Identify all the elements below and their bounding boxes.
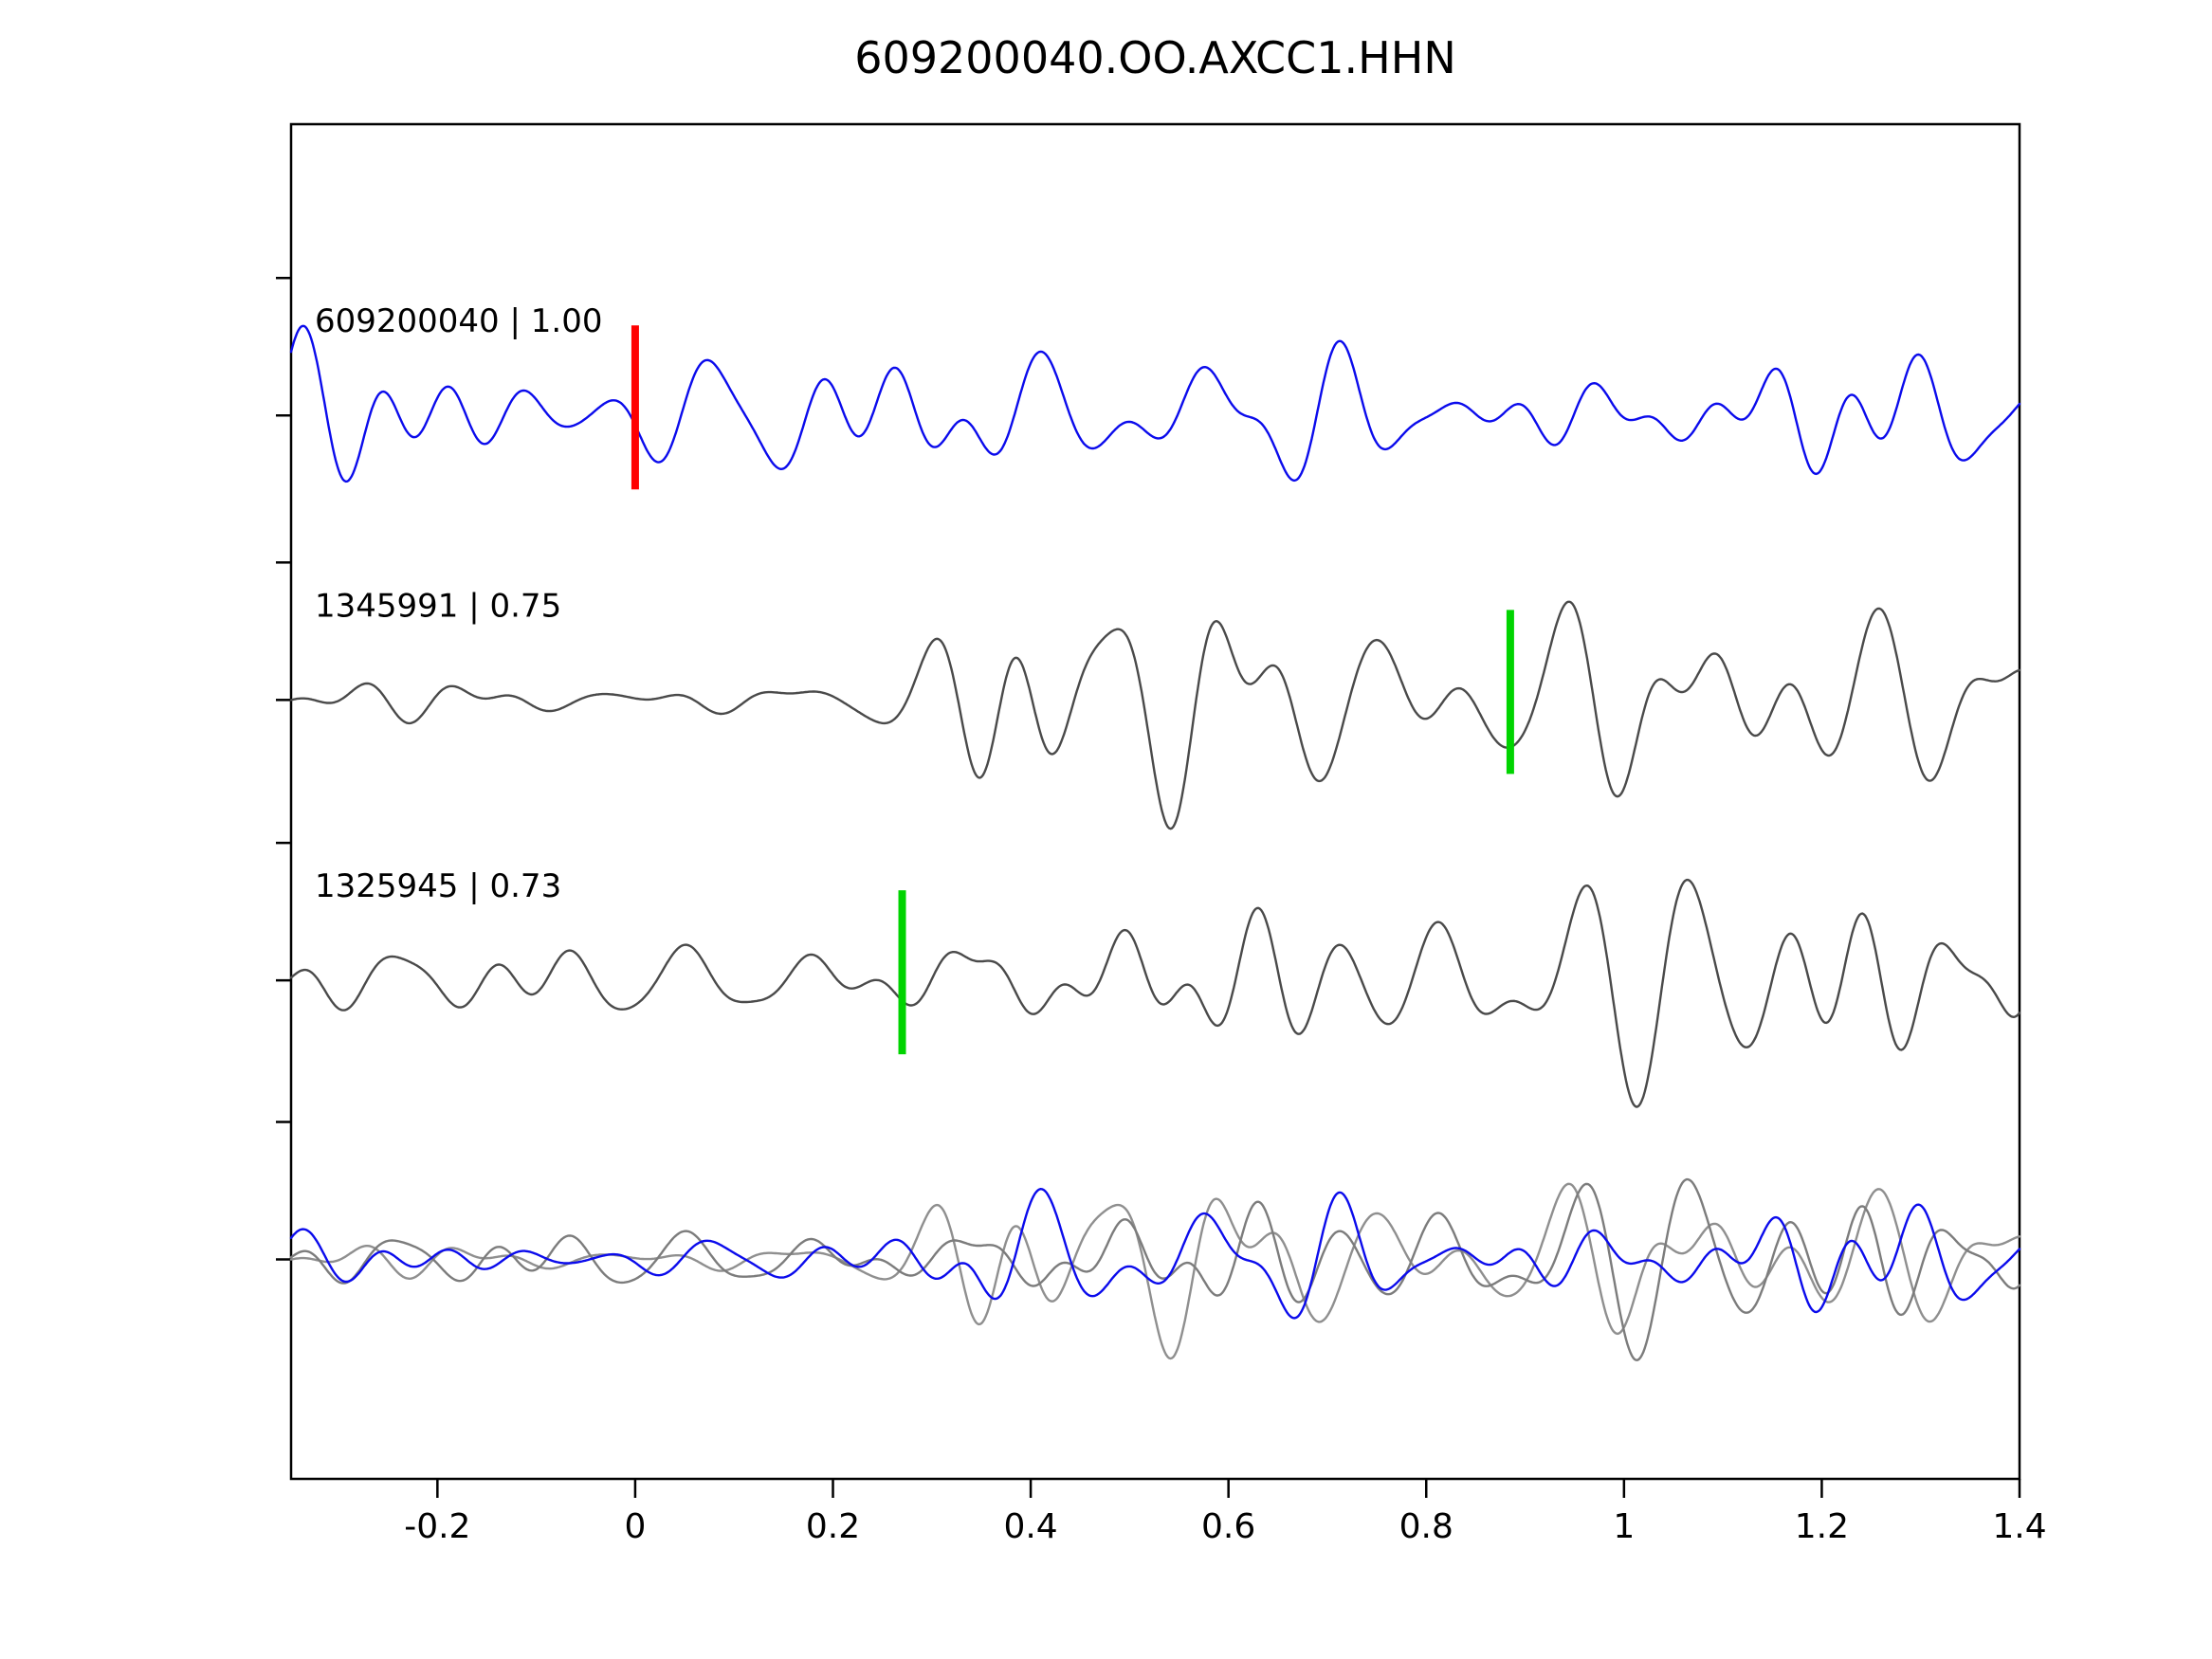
x-tick-label: 1.4	[1992, 1507, 2046, 1546]
overlay-trace-2	[289, 1187, 2021, 1320]
waveform-trace-1345991	[289, 600, 2021, 830]
plot-title: 609200040.OO.AXCC1.HHN	[854, 32, 1456, 83]
waveform-trace-609200040	[289, 324, 2021, 483]
waveform-trace-1325945	[289, 878, 2021, 1108]
x-tick-label: 1.2	[1795, 1507, 1849, 1546]
overlay-trace-0	[289, 1182, 2021, 1360]
x-tick-label: 0.4	[1003, 1507, 1057, 1546]
plot-border	[289, 122, 2021, 1481]
x-tick-label: 1	[1613, 1507, 1635, 1546]
x-tick-label: 0.8	[1399, 1507, 1453, 1546]
x-tick-label: -0.2	[404, 1507, 470, 1546]
x-tick-label: 0.2	[806, 1507, 860, 1546]
x-tick-label: 0.6	[1201, 1507, 1255, 1546]
trace-label: 1345991 | 0.75	[315, 587, 561, 625]
trace-label: 1325945 | 0.73	[315, 867, 561, 905]
overlay-trace-1	[289, 1177, 2021, 1361]
trace-label: 609200040 | 1.00	[315, 302, 602, 340]
x-tick-label: 0	[624, 1507, 646, 1546]
